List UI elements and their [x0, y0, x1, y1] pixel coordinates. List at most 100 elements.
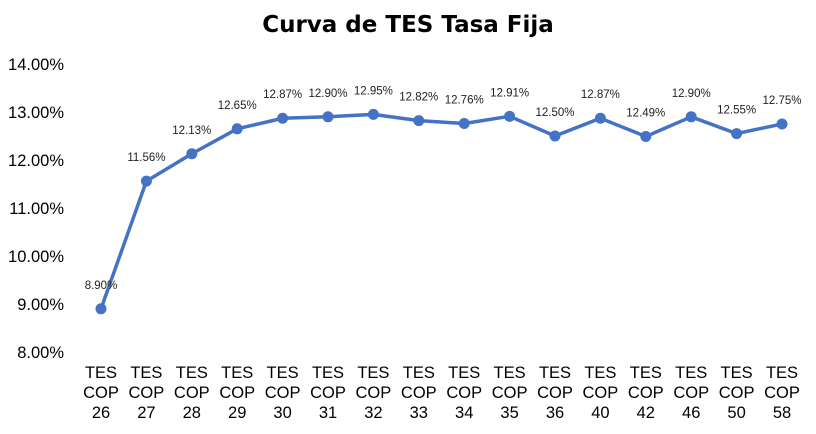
x-tick-label-line: 29: [228, 404, 246, 422]
data-label: 12.76%: [445, 95, 484, 107]
x-tick-label-line: COP: [492, 384, 528, 402]
y-axis: 8.00% 9.00% 10.00% 11.00% 12.00% 13.00% 14.00%: [8, 56, 64, 362]
x-tick-label: TES COP 40: [583, 364, 619, 422]
x-tick-label-line: 26: [92, 404, 110, 422]
x-tick-label-line: 28: [183, 404, 201, 422]
data-point: [640, 130, 652, 142]
data-label: 12.13%: [172, 125, 211, 137]
data-point: [504, 110, 516, 122]
x-tick-label: TES COP 50: [719, 364, 755, 422]
x-tick-label-line: 31: [319, 404, 337, 422]
x-tick-label: TES COP 58: [764, 364, 800, 422]
data-point: [776, 118, 788, 130]
x-tick-label: TES COP 35: [492, 364, 528, 422]
x-tick-label-line: 33: [410, 404, 428, 422]
x-tick-label-line: COP: [356, 384, 392, 402]
x-tick-label-line: COP: [719, 384, 755, 402]
chart-title: Curva de TES Tasa Fija: [262, 12, 554, 38]
x-tick-label: TES COP 46: [673, 364, 709, 422]
data-label: 8.90%: [85, 280, 118, 292]
x-tick-label-line: 34: [455, 404, 473, 422]
data-point: [685, 111, 697, 123]
x-tick-label-line: COP: [310, 384, 346, 402]
series-layer: [95, 108, 788, 315]
x-tick-label-line: 40: [591, 404, 609, 422]
data-label: 12.49%: [626, 107, 665, 119]
data-label: 12.90%: [672, 88, 711, 100]
x-tick-label-line: TES: [221, 364, 253, 382]
y-tick-label: 13.00%: [8, 104, 64, 122]
x-tick-label-line: TES: [85, 364, 117, 382]
data-label: 12.82%: [399, 92, 438, 104]
x-tick-label-line: COP: [583, 384, 619, 402]
x-tick-label-line: COP: [446, 384, 482, 402]
data-point: [277, 112, 289, 124]
x-tick-label-line: TES: [267, 364, 299, 382]
x-tick-label-line: TES: [357, 364, 389, 382]
x-tick-label: TES COP 32: [356, 364, 392, 422]
x-tick-label-line: 32: [364, 404, 382, 422]
data-label: 12.95%: [354, 85, 393, 97]
x-tick-label: TES COP 28: [174, 364, 210, 422]
x-axis: TES COP 26 TES COP 27 TES COP 28 TES COP 29 TES COP 30…: [83, 364, 800, 422]
y-tick-label: 11.00%: [9, 200, 64, 218]
x-tick-label-line: TES: [130, 364, 162, 382]
x-tick-label-line: TES: [176, 364, 208, 382]
x-tick-label-line: 58: [773, 404, 791, 422]
x-tick-label-line: TES: [494, 364, 526, 382]
x-tick-label-line: COP: [219, 384, 255, 402]
x-tick-label-line: TES: [630, 364, 662, 382]
x-tick-label-line: 36: [546, 404, 564, 422]
y-tick-label: 14.00%: [8, 56, 64, 74]
data-label: 12.65%: [218, 100, 257, 112]
data-label: 12.91%: [490, 87, 529, 99]
x-tick-label-line: COP: [673, 384, 709, 402]
x-tick-label-line: TES: [448, 364, 480, 382]
x-tick-label-line: 30: [273, 404, 291, 422]
x-tick-label-line: COP: [764, 384, 800, 402]
x-tick-label: TES COP 30: [265, 364, 301, 422]
x-tick-label-line: COP: [628, 384, 664, 402]
x-tick-label-line: TES: [584, 364, 616, 382]
x-tick-label: TES COP 33: [401, 364, 437, 422]
data-label: 12.87%: [263, 89, 302, 101]
x-tick-label-line: TES: [721, 364, 753, 382]
data-label: 12.87%: [581, 89, 620, 101]
data-point: [458, 118, 470, 130]
x-tick-label-line: COP: [265, 384, 301, 402]
data-point: [95, 303, 107, 315]
y-tick-label: 12.00%: [8, 152, 64, 170]
data-label: 12.55%: [717, 105, 756, 117]
x-tick-label-line: 35: [500, 404, 518, 422]
x-tick-label-line: TES: [766, 364, 798, 382]
x-tick-label-line: 50: [727, 404, 745, 422]
x-tick-label-line: 42: [637, 404, 655, 422]
x-tick-label-line: TES: [312, 364, 344, 382]
data-label: 12.75%: [762, 95, 801, 107]
data-point: [594, 112, 606, 124]
data-label: 12.90%: [308, 88, 347, 100]
x-tick-label: TES COP 36: [537, 364, 573, 422]
data-point: [549, 130, 561, 142]
data-point: [367, 108, 379, 120]
x-tick-label-line: COP: [83, 384, 119, 402]
y-tick-label: 10.00%: [8, 248, 64, 266]
x-tick-label: TES COP 27: [129, 364, 165, 422]
data-point: [731, 128, 743, 140]
x-tick-label-line: TES: [403, 364, 435, 382]
y-tick-label: 9.00%: [17, 296, 64, 314]
x-tick-label-line: COP: [401, 384, 437, 402]
data-point: [140, 175, 152, 187]
x-tick-label-line: 46: [682, 404, 700, 422]
data-point: [413, 115, 425, 127]
x-tick-label: TES COP 42: [628, 364, 664, 422]
data-labels: 8.90% 11.56% 12.13% 12.65% 12.87% 12.90% 12.95…: [85, 85, 802, 291]
x-tick-label-line: COP: [174, 384, 210, 402]
data-point: [322, 111, 334, 123]
data-point: [186, 148, 198, 160]
data-point: [231, 123, 243, 135]
x-tick-label: TES COP 26: [83, 364, 119, 422]
x-tick-label: TES COP 29: [219, 364, 255, 422]
